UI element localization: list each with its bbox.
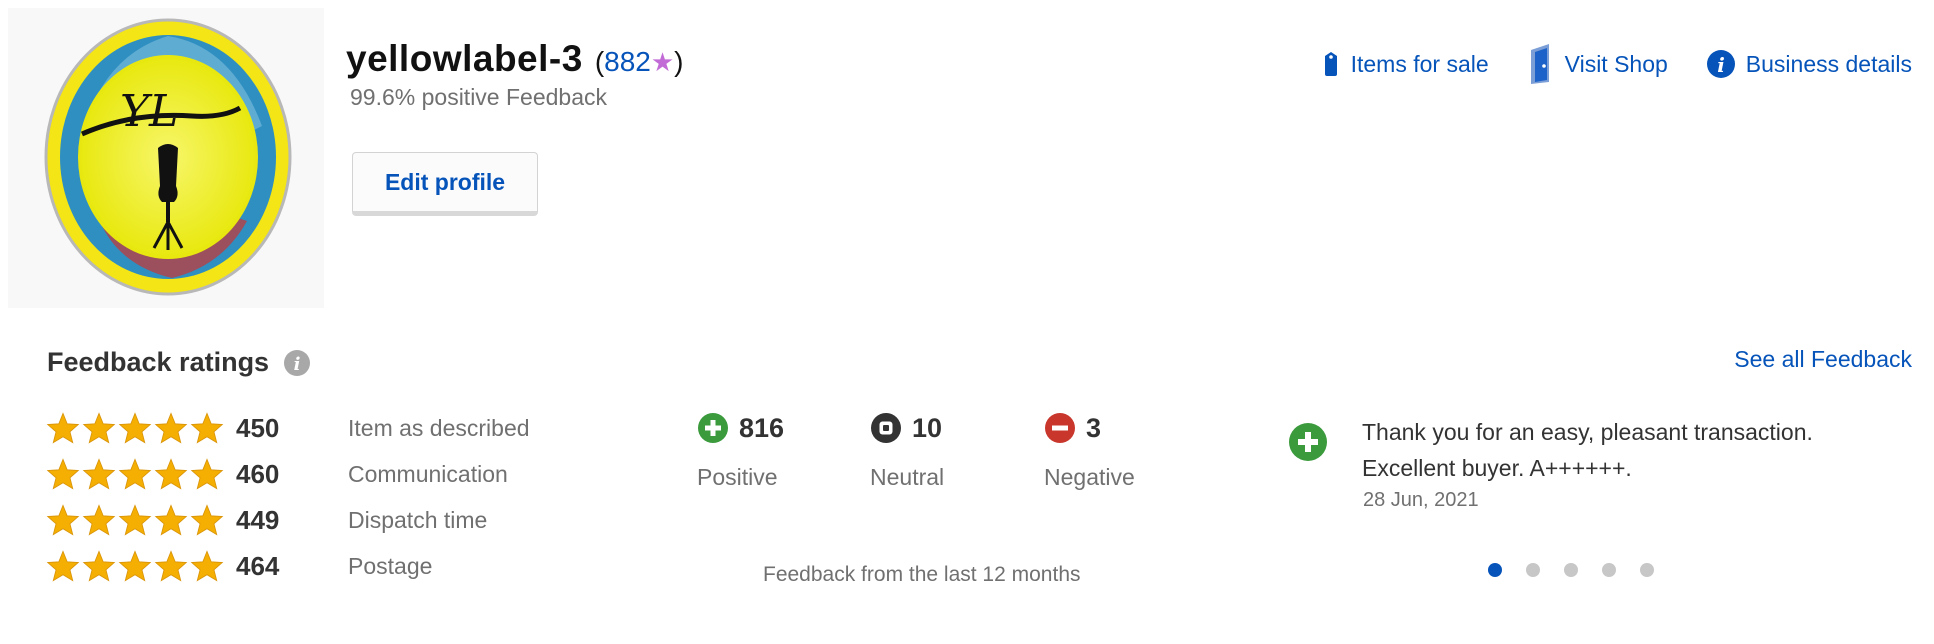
star-icon: [154, 412, 188, 444]
info-icon[interactable]: i: [283, 349, 311, 377]
recent-feedback-date: 28 Jun, 2021: [1363, 489, 1479, 511]
star-icon: [46, 458, 80, 490]
rating-count: 464: [236, 550, 280, 581]
plus-circle-icon: [1289, 423, 1327, 461]
star-icon: [154, 458, 188, 490]
rating-label: Postage: [348, 552, 433, 579]
business-details-link[interactable]: i Business details: [1706, 44, 1912, 84]
star-icon: [190, 412, 224, 444]
star-icon: [46, 550, 80, 582]
rating-label: Communication: [348, 460, 508, 487]
star-icon: [118, 550, 152, 582]
carousel-dot[interactable]: [1488, 563, 1502, 577]
edit-profile-button[interactable]: Edit profile: [352, 152, 538, 216]
recent-feedback-comment: Thank you for an easy, pleasant transact…: [1362, 419, 1813, 481]
neutral-label: Neutral: [870, 464, 945, 490]
star-icon: [154, 550, 188, 582]
feedback-score[interactable]: (882★): [595, 46, 684, 78]
star-icon: [190, 458, 224, 490]
profile-actions: Items for sale Visit Shop i Business det…: [1321, 44, 1912, 84]
star-icon: [46, 412, 80, 444]
rating-row-communication: 460 Communication: [46, 458, 508, 490]
rating-row-dispatch-time: 449 Dispatch time: [46, 504, 488, 536]
rating-row-item-as-described: 450 Item as described: [46, 412, 530, 444]
feedback-ratings-title: Feedback ratings: [47, 347, 270, 377]
score-open-paren: (: [594, 46, 605, 77]
avatar-initials: YL: [120, 86, 178, 137]
star-rating: [46, 458, 236, 490]
svg-text:i: i: [294, 354, 301, 375]
star-icon: [118, 412, 152, 444]
neutral-circle-icon: [871, 413, 901, 443]
rating-label: Item as described: [348, 414, 530, 441]
feedback-ratings-heading: Feedback ratings i: [47, 347, 311, 378]
neutral-count: 10: [912, 412, 943, 443]
avatar-container: YL: [8, 8, 324, 308]
star-icon: [190, 550, 224, 582]
summary-neutral[interactable]: 10 Neutral: [870, 412, 944, 491]
visit-shop-label: Visit Shop: [1564, 50, 1668, 77]
summary-positive[interactable]: 816 Positive: [697, 412, 784, 491]
score-close-paren: ): [674, 46, 684, 77]
positive-count: 816: [739, 412, 785, 443]
shop-door-icon: [1530, 44, 1549, 84]
see-all-feedback-link[interactable]: See all Feedback: [1734, 346, 1912, 372]
items-for-sale-link[interactable]: Items for sale: [1321, 44, 1489, 84]
rating-row-postage: 464 Postage: [46, 550, 433, 582]
negative-label: Negative: [1044, 464, 1135, 490]
carousel-dot[interactable]: [1526, 563, 1540, 577]
business-details-label: Business details: [1745, 50, 1912, 77]
info-icon: i: [1706, 50, 1735, 78]
carousel-dot[interactable]: [1640, 563, 1654, 577]
tag-icon: [1324, 52, 1337, 76]
rating-count: 460: [236, 458, 280, 489]
star-icon: [46, 504, 80, 536]
username[interactable]: yellowlabel-3: [346, 38, 583, 79]
username-row: yellowlabel-3 (882★): [346, 38, 684, 80]
star-icon: [82, 458, 116, 490]
summary-negative[interactable]: 3 Negative: [1044, 412, 1135, 491]
star-icon: [82, 504, 116, 536]
positive-label: Positive: [697, 464, 778, 490]
rating-label: Dispatch time: [348, 506, 488, 533]
star-icon: [154, 504, 188, 536]
visit-shop-link[interactable]: Visit Shop: [1527, 44, 1668, 84]
star-rating: [46, 550, 236, 582]
avatar[interactable]: YL: [42, 16, 294, 298]
feedback-period-note: Feedback from the last 12 months: [763, 563, 1081, 586]
rating-count: 450: [236, 412, 280, 443]
purple-star-icon: ★: [650, 47, 675, 77]
feedback-score-value: 882: [604, 46, 651, 77]
positive-feedback-percentage: 99.6% positive Feedback: [350, 84, 607, 110]
star-icon: [82, 550, 116, 582]
minus-circle-icon: [1045, 413, 1075, 443]
star-icon: [82, 412, 116, 444]
carousel-dot[interactable]: [1564, 563, 1578, 577]
star-rating: [46, 412, 236, 444]
negative-count: 3: [1086, 412, 1102, 443]
carousel-dot[interactable]: [1602, 563, 1616, 577]
star-icon: [190, 504, 224, 536]
items-for-sale-label: Items for sale: [1350, 50, 1489, 77]
star-icon: [118, 504, 152, 536]
plus-circle-icon: [698, 413, 728, 443]
svg-text:i: i: [1717, 53, 1725, 77]
carousel-pagination: [1488, 563, 1654, 577]
star-icon: [118, 458, 152, 490]
star-rating: [46, 504, 236, 536]
rating-count: 449: [236, 504, 280, 535]
